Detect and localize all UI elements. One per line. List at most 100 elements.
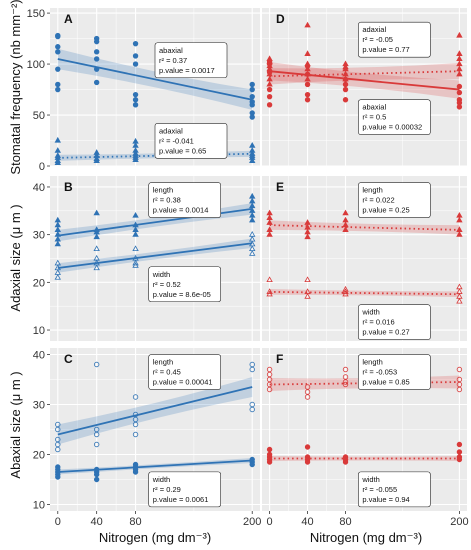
annotation-text: width	[152, 475, 171, 484]
panel-c-point-width	[93, 471, 100, 478]
annotation-text: adaxial	[362, 25, 386, 34]
panel-f-point-width	[266, 459, 273, 465]
row-title-stomatal-frequency: Stomatal frequency (nb mm⁻²)	[8, 0, 23, 175]
x-axis-title-right: Nitrogen (mg dm⁻³)	[310, 530, 422, 545]
panel-a-point-adaxial	[55, 66, 61, 72]
annotation-text: p.value = 0.94	[362, 495, 409, 504]
panel-c-letter: C	[64, 352, 73, 366]
panel-f-point-width	[456, 456, 463, 463]
annotation-text: r² = 0.29	[153, 485, 181, 494]
annotation-text: abaxial	[159, 46, 183, 55]
panel-b-point-width	[132, 262, 139, 268]
x-tick-label: 0	[55, 516, 61, 528]
panel-c-point-length	[55, 426, 61, 433]
panel-d-point-abaxial	[456, 83, 463, 90]
panel-a-letter: A	[64, 12, 73, 26]
annotation-text: r² = -0.055	[362, 485, 397, 494]
annotation-text: p.value = 0.65	[159, 146, 206, 155]
panel-b-point-width	[249, 250, 256, 256]
annotation-box	[148, 354, 221, 390]
panel-f-point-length	[266, 386, 273, 393]
annotation-box	[154, 123, 228, 159]
panel-b-point-width	[93, 245, 100, 252]
panel-f-point-width	[456, 441, 463, 448]
annotation-text: r² = -0.05	[362, 35, 393, 44]
panel-b-point-length	[93, 209, 100, 216]
x-tick-label: 80	[339, 516, 351, 528]
y-tick-label: 10	[33, 325, 45, 337]
panel-e-point-length	[456, 231, 463, 237]
annotation-box	[358, 471, 431, 508]
panel-a-point-adaxial	[93, 49, 100, 55]
panel-b-letter: B	[64, 180, 73, 194]
panel-c-point-length	[93, 441, 100, 448]
panel-e-point-length	[342, 209, 349, 216]
annotation-text: length	[153, 358, 173, 367]
panel-d-point-abaxial	[342, 81, 349, 88]
panel-a-fit-line-adaxial	[57, 58, 253, 101]
panel-e-point-width	[266, 290, 273, 297]
panel-f-point-width	[266, 446, 273, 453]
annotation-box	[148, 471, 221, 508]
annotation-text: width	[361, 308, 380, 317]
panel-b-point-width	[132, 259, 139, 266]
panel-a-point-abaxial	[54, 136, 61, 143]
panel-a-point-adaxial	[132, 53, 139, 59]
annotation-text: r² = 0.5	[362, 113, 386, 122]
panel-b-fit-line-width	[57, 242, 253, 269]
y-tick-label: 100	[27, 59, 45, 71]
panel-a-point-adaxial	[132, 40, 139, 47]
panel-f-point-length	[342, 379, 349, 385]
y-tick-label: 40	[33, 350, 45, 362]
annotation-text: r² = -0.041	[159, 136, 194, 145]
panel-d-point-abaxial	[456, 89, 463, 96]
annotation-box	[358, 304, 431, 341]
panel-b-point-length	[132, 211, 139, 218]
panel-e-letter: E	[276, 180, 284, 194]
panel-e-point-width	[342, 288, 349, 294]
panel-f-point-width	[304, 459, 311, 465]
panel-e-point-width	[456, 297, 463, 304]
panel-e-point-length	[266, 219, 273, 225]
panel-d-point-adaxial	[304, 50, 311, 56]
panel-a-point-adaxial	[93, 79, 100, 86]
y-tick-label: 10	[33, 500, 45, 512]
x-tick-label: 200	[450, 516, 468, 528]
panel-f-letter: F	[276, 352, 283, 366]
panel-d-point-adaxial	[304, 21, 311, 28]
panel-d-point-abaxial	[342, 86, 349, 93]
panel-a-point-adaxial	[249, 86, 255, 93]
annotation-text: p.value = 0.00032	[362, 123, 422, 132]
annotation-text: p.value = 0.77	[362, 45, 409, 54]
panel-b-point-length	[54, 240, 61, 247]
panel-d-point-abaxial	[266, 61, 273, 67]
panel-a-point-adaxial	[132, 102, 139, 108]
panel-f-point-length	[342, 381, 349, 388]
annotation-text: r² = 0.022	[362, 196, 394, 205]
panel-f-point-width	[342, 459, 349, 465]
x-tick-label: 40	[91, 516, 103, 528]
annotation-text: r² = 0.016	[362, 318, 394, 327]
panel-e-point-length	[304, 233, 311, 240]
annotation-text: p.value = 0.85	[362, 378, 409, 387]
panel-a-point-adaxial	[55, 86, 61, 93]
panel-b-point-length	[132, 231, 139, 237]
x-tick-label: 0	[267, 516, 273, 528]
panel-a-point-adaxial	[249, 81, 255, 88]
y-tick-label: 40	[33, 182, 45, 194]
panel-c-point-width	[93, 476, 100, 483]
panel-a-point-adaxial	[132, 91, 139, 98]
panel-a-point-adaxial	[93, 56, 100, 62]
panel-d-point-adaxial	[304, 75, 311, 82]
panel-a-point-adaxial	[249, 102, 255, 108]
panel-a-point-adaxial	[55, 33, 61, 40]
